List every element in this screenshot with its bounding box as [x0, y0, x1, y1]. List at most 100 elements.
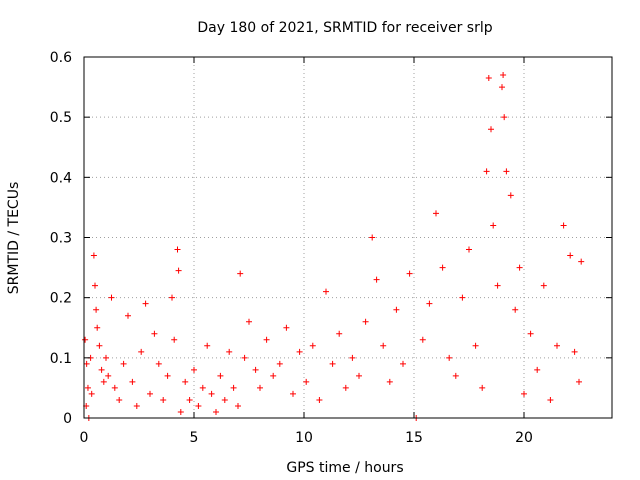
data-point: [426, 300, 433, 307]
data-point: [160, 396, 167, 403]
data-point: [406, 270, 413, 277]
data-point: [309, 342, 316, 349]
data-point: [400, 360, 406, 367]
data-point: [369, 234, 376, 241]
data-point: [296, 348, 303, 355]
data-point: [82, 336, 89, 343]
data-point: [182, 378, 189, 385]
data-point: [108, 294, 115, 301]
data-point: [316, 396, 323, 403]
x-tick-label: 5: [190, 430, 199, 446]
data-points: [82, 72, 585, 421]
data-point: [501, 114, 508, 121]
data-point: [208, 390, 215, 397]
data-point: [270, 372, 277, 379]
data-point: [578, 258, 585, 265]
data-point: [512, 306, 519, 313]
y-tick-label: 0.6: [50, 50, 72, 66]
data-point: [84, 384, 91, 391]
y-tick-label: 0.5: [50, 110, 72, 126]
data-point: [199, 384, 206, 391]
data-point: [373, 276, 380, 283]
data-point: [175, 267, 182, 274]
x-tick-labels: 0 5 10 15 20: [80, 430, 533, 446]
chart-title: Day 180 of 2021, SRMTID for receiver srl…: [197, 20, 492, 36]
data-point: [147, 390, 153, 397]
data-point: [507, 192, 514, 199]
data-point: [490, 222, 497, 229]
data-point: [446, 354, 453, 361]
data-point: [171, 336, 178, 343]
y-tick-labels: 0 0.1 0.2 0.3 0.4 0.5 0.6: [50, 50, 72, 427]
data-point: [452, 372, 459, 379]
data-point: [195, 402, 202, 409]
data-point: [290, 390, 296, 397]
data-point: [516, 264, 523, 271]
axis-ticks: [83, 56, 612, 419]
data-point: [142, 300, 149, 307]
data-point: [472, 342, 479, 349]
data-point: [151, 330, 158, 337]
data-point: [479, 384, 486, 391]
data-point: [483, 168, 490, 175]
data-point: [494, 282, 501, 289]
data-point: [125, 312, 131, 319]
y-tick-label: 0: [63, 411, 72, 427]
data-point: [246, 318, 252, 325]
data-point: [174, 246, 181, 253]
data-point: [560, 222, 567, 229]
data-point: [217, 372, 224, 379]
data-point: [323, 288, 329, 295]
data-point: [276, 360, 283, 367]
data-point: [567, 252, 574, 259]
data-point: [534, 366, 541, 373]
data-point: [257, 384, 263, 391]
data-point: [439, 264, 446, 271]
data-point: [129, 378, 136, 385]
data-point: [380, 342, 387, 349]
data-point: [303, 378, 310, 385]
data-point: [90, 252, 97, 259]
data-point: [485, 75, 492, 82]
data-point: [186, 396, 193, 403]
x-tick-label: 0: [80, 430, 89, 446]
x-tick-label: 20: [515, 430, 533, 446]
data-point: [100, 378, 107, 385]
data-point: [433, 210, 439, 217]
y-tick-label: 0.1: [50, 351, 72, 367]
data-point: [499, 84, 505, 91]
y-tick-label: 0.3: [50, 231, 72, 247]
data-point: [527, 330, 534, 337]
data-point: [342, 384, 349, 391]
data-point: [419, 336, 426, 343]
data-point: [133, 402, 140, 409]
x-tick-label: 10: [295, 430, 313, 446]
data-point: [356, 372, 362, 379]
data-point: [252, 366, 259, 373]
data-point: [571, 348, 578, 355]
data-point: [386, 378, 393, 385]
y-tick-label: 0.4: [50, 170, 72, 186]
data-point: [221, 396, 228, 403]
data-point: [554, 342, 560, 349]
data-point: [138, 348, 145, 355]
y-axis-label: SRMTID / TECUs: [6, 182, 22, 295]
data-point: [459, 294, 466, 301]
data-point: [235, 402, 241, 409]
data-point: [488, 126, 494, 133]
data-point: [349, 354, 356, 361]
data-point: [466, 246, 472, 253]
data-point: [103, 354, 109, 361]
data-point: [164, 372, 171, 379]
data-point: [230, 384, 237, 391]
data-point: [576, 378, 582, 385]
data-point: [393, 306, 400, 313]
data-point: [540, 282, 547, 289]
data-point: [96, 342, 103, 349]
data-point: [155, 360, 162, 367]
data-point: [500, 72, 507, 79]
data-point: [94, 324, 101, 331]
data-point: [547, 396, 554, 403]
